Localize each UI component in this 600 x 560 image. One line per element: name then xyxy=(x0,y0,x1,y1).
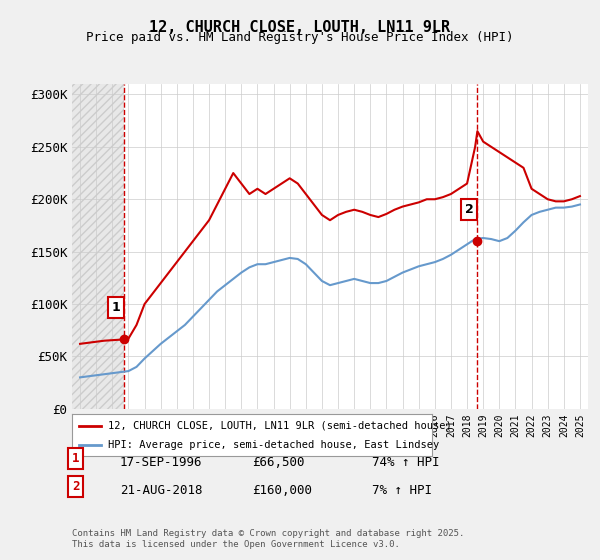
Text: HPI: Average price, semi-detached house, East Lindsey: HPI: Average price, semi-detached house,… xyxy=(108,440,439,450)
Text: 74% ↑ HPI: 74% ↑ HPI xyxy=(372,455,439,469)
Text: 7% ↑ HPI: 7% ↑ HPI xyxy=(372,483,432,497)
Text: 2: 2 xyxy=(72,480,79,493)
Text: 17-SEP-1996: 17-SEP-1996 xyxy=(120,455,203,469)
Bar xyxy=(72,84,124,409)
Text: 1: 1 xyxy=(72,452,79,465)
Text: 2: 2 xyxy=(465,203,473,216)
Text: £160,000: £160,000 xyxy=(252,483,312,497)
Text: 1: 1 xyxy=(112,301,120,314)
Text: 12, CHURCH CLOSE, LOUTH, LN11 9LR: 12, CHURCH CLOSE, LOUTH, LN11 9LR xyxy=(149,20,451,35)
Text: 21-AUG-2018: 21-AUG-2018 xyxy=(120,483,203,497)
Text: 12, CHURCH CLOSE, LOUTH, LN11 9LR (semi-detached house): 12, CHURCH CLOSE, LOUTH, LN11 9LR (semi-… xyxy=(108,421,452,431)
Text: Price paid vs. HM Land Registry's House Price Index (HPI): Price paid vs. HM Land Registry's House … xyxy=(86,31,514,44)
Text: Contains HM Land Registry data © Crown copyright and database right 2025.
This d: Contains HM Land Registry data © Crown c… xyxy=(72,529,464,549)
Text: £66,500: £66,500 xyxy=(252,455,305,469)
